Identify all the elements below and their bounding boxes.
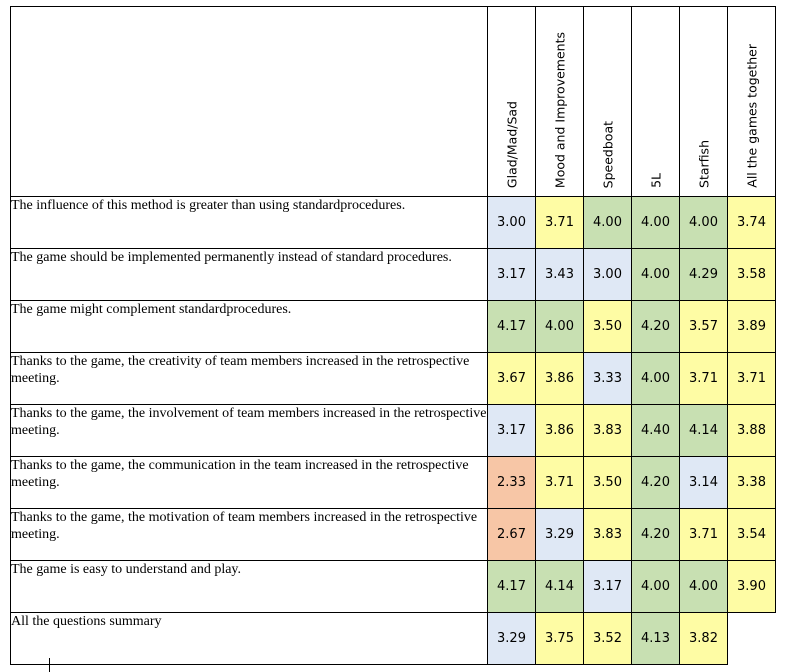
score-cell: 4.00 [679,196,728,249]
score-cell: 2.67 [487,508,536,561]
score-cell: 3.75 [535,612,584,665]
score-cell: 4.14 [535,560,584,613]
score-cell: 3.29 [535,508,584,561]
score-cell: 3.74 [727,196,776,249]
score-cell: 3.71 [679,352,728,405]
score-cell: 3.29 [487,612,536,665]
score-cell: 3.14 [679,456,728,509]
header-row: Glad/Mad/Sad Mood and Improvements Speed… [10,6,776,197]
score-cell: 4.00 [679,560,728,613]
question-cell: The game should be implemented permanent… [10,248,488,301]
question-cell: The game might complement standardproced… [10,300,488,353]
page-edge-mark [49,658,50,672]
score-cell: 4.00 [631,248,680,301]
table-row: The game is easy to understand and play.… [10,560,776,613]
score-cell: 3.52 [583,612,632,665]
table-body: The influence of this method is greater … [10,196,776,665]
score-cell: 4.00 [631,196,680,249]
column-header-label: Mood and Improvements [552,31,567,188]
score-cell: 3.71 [679,508,728,561]
score-cell: 3.17 [487,248,536,301]
column-header: Starfish [679,6,728,197]
column-header: 5L [631,6,680,197]
score-cell: 3.67 [487,352,536,405]
score-cell: 4.17 [487,300,536,353]
score-cell: 4.14 [679,404,728,457]
score-cell: 3.00 [583,248,632,301]
question-cell: All the questions summary [10,612,488,665]
score-cell: 3.71 [535,196,584,249]
column-header: Speedboat [583,6,632,197]
question-cell: Thanks to the game, the involvement of t… [10,404,488,457]
score-cell: 4.40 [631,404,680,457]
column-header-label: Speedboat [600,120,615,188]
table-row: Thanks to the game, the communication in… [10,456,776,509]
score-cell: 3.88 [727,404,776,457]
score-cell: 4.17 [487,560,536,613]
column-header-label: 5L [648,173,663,188]
question-cell: The influence of this method is greater … [10,196,488,249]
score-cell: 4.00 [631,560,680,613]
score-cell: 4.13 [631,612,680,665]
table-row: The influence of this method is greater … [10,196,776,249]
score-cell: 3.86 [535,352,584,405]
score-cell: 3.38 [727,456,776,509]
table-row: The game might complement standardproced… [10,300,776,353]
score-cell: 3.50 [583,300,632,353]
score-cell: 4.00 [631,352,680,405]
table-row: The game should be implemented permanent… [10,248,776,301]
score-cell: 4.29 [679,248,728,301]
score-cell: 4.20 [631,456,680,509]
column-header: Glad/Mad/Sad [487,6,536,197]
column-header-label: All the games together [744,44,759,188]
question-cell: Thanks to the game, the motivation of te… [10,508,488,561]
score-cell: 3.83 [583,404,632,457]
score-cell: 3.58 [727,248,776,301]
empty-cell [727,612,776,665]
score-cell: 3.89 [727,300,776,353]
column-header-label: Glad/Mad/Sad [504,100,519,188]
table-row: Thanks to the game, the motivation of te… [10,508,776,561]
results-table: Glad/Mad/Sad Mood and Improvements Speed… [10,6,776,665]
score-cell: 3.57 [679,300,728,353]
score-cell: 3.50 [583,456,632,509]
table-row: All the questions summary 3.29 3.75 3.52 4.1… [10,612,776,665]
table-row: Thanks to the game, the creativity of te… [10,352,776,405]
score-cell: 3.17 [583,560,632,613]
score-cell: 3.86 [535,404,584,457]
score-cell: 3.83 [583,508,632,561]
score-cell: 3.71 [535,456,584,509]
score-cell: 2.33 [487,456,536,509]
corner-cell [10,6,488,197]
score-cell: 4.00 [535,300,584,353]
score-cell: 4.20 [631,300,680,353]
score-cell: 3.90 [727,560,776,613]
table-row: Thanks to the game, the involvement of t… [10,404,776,457]
score-cell: 3.54 [727,508,776,561]
column-header: All the games together [727,6,776,197]
column-header: Mood and Improvements [535,6,584,197]
question-cell: The game is easy to understand and play. [10,560,488,613]
score-cell: 3.00 [487,196,536,249]
question-cell: Thanks to the game, the creativity of te… [10,352,488,405]
score-cell: 3.71 [727,352,776,405]
score-cell: 3.17 [487,404,536,457]
score-cell: 3.43 [535,248,584,301]
score-cell: 4.00 [583,196,632,249]
score-cell: 3.33 [583,352,632,405]
score-cell: 4.20 [631,508,680,561]
score-cell: 3.82 [679,612,728,665]
question-cell: Thanks to the game, the communication in… [10,456,488,509]
column-header-label: Starfish [696,140,711,188]
